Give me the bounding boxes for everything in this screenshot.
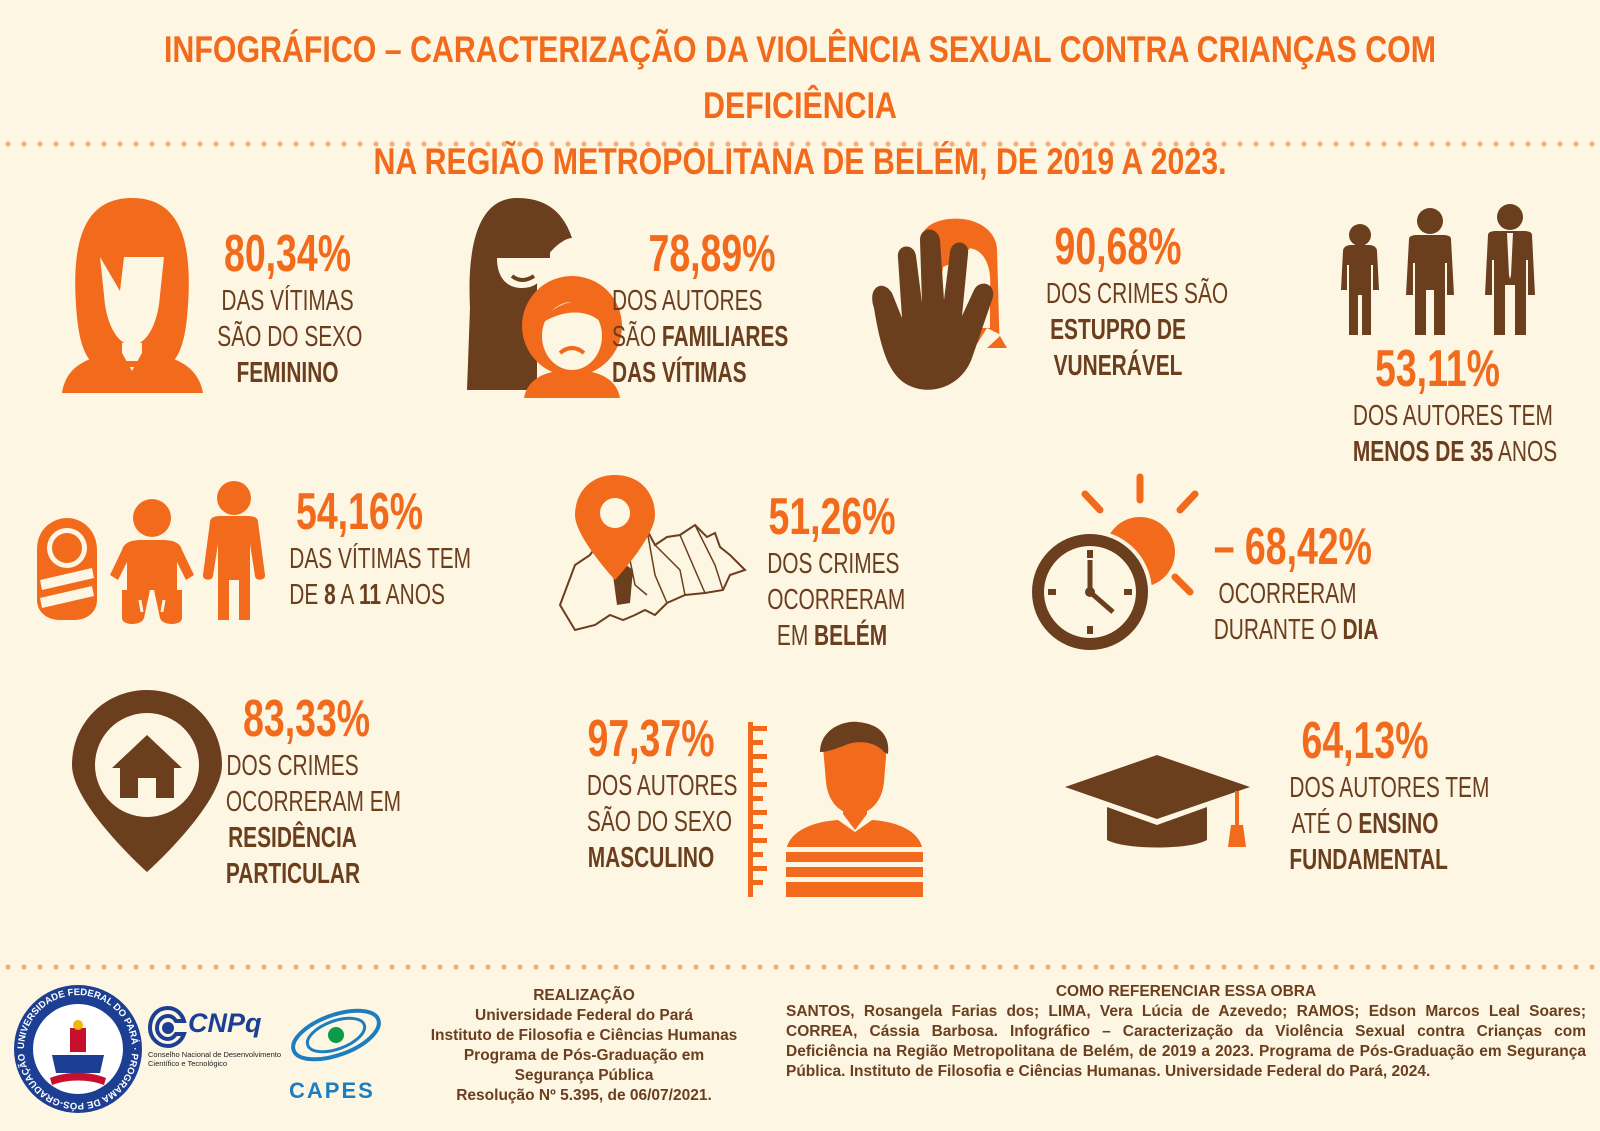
male-icon bbox=[748, 721, 923, 897]
stat-dash: – bbox=[1213, 518, 1235, 576]
stat-card-male: 97,37% DOS AUTORES SÃO DO SEXO MASCULINO bbox=[562, 710, 740, 876]
capes-wordmark: CAPES bbox=[289, 1078, 375, 1103]
stat-text-bold: FEMININO bbox=[236, 357, 339, 389]
graduation-cap-icon bbox=[1065, 755, 1250, 848]
stat-text: DOS AUTORES bbox=[612, 285, 763, 317]
stat-text-bold: BELÉM bbox=[814, 620, 888, 652]
stat-text: DE bbox=[289, 579, 325, 611]
stat-text-bold: RESIDÊNCIA bbox=[228, 822, 357, 854]
stop-hand-icon bbox=[872, 218, 1007, 390]
stat-text-bold: 11 bbox=[358, 579, 382, 611]
title-line-2: NA REGIÃO METROPOLITANA DE BELÉM, DE 201… bbox=[373, 141, 1227, 182]
stat-text-bold: DAS VÍTIMAS bbox=[612, 357, 747, 389]
realization-block: REALIZAÇÃO Universidade Federal do Pará … bbox=[392, 986, 776, 1106]
stat-percent: 64,13% bbox=[1301, 712, 1429, 770]
stat-card-family: 78,89% DOS AUTORES SÃO FAMILIARES DAS VÍ… bbox=[612, 225, 812, 391]
reference-heading: COMO REFERENCIAR ESSA OBRA bbox=[1055, 983, 1317, 1000]
ufpa-seal-logo: UNIVERSIDADE FEDERAL DO PARÁ · PROGRAMA … bbox=[8, 974, 142, 1113]
reference-text: SANTOS, Rosangela Farias dos; LIMA, Vera… bbox=[786, 1003, 1586, 1080]
stat-text: EM bbox=[776, 620, 815, 652]
stat-percent: 54,16% bbox=[296, 483, 423, 541]
stat-card-author-age: 53,11% DOS AUTORES TEM MENOS DE 35 ANOS bbox=[1320, 340, 1558, 470]
stat-text-bold: 8 bbox=[324, 579, 336, 611]
stat-card-location: 51,26% DOS CRIMES OCORRERAM EM BELÉM bbox=[742, 488, 922, 654]
top-dotted-divider bbox=[0, 141, 1600, 147]
stat-card-crime-type: 90,68% DOS CRIMES SÃO ESTUPRO DE VUNERÁV… bbox=[1018, 218, 1229, 384]
stat-text-bold: MENOS DE 35 bbox=[1352, 436, 1494, 468]
realization-line: Resolução Nº 5.395, de 06/07/2021. bbox=[456, 1087, 712, 1104]
stat-text: ANOS bbox=[1493, 436, 1558, 468]
stat-text-bold: MASCULINO bbox=[587, 842, 715, 874]
stat-text: DOS AUTORES TEM bbox=[1352, 400, 1553, 432]
stat-percent: 90,68% bbox=[1054, 218, 1182, 276]
stat-card-time: – 68,42% OCORRERAM DURANTE O DIA bbox=[1185, 518, 1390, 648]
stat-text: DAS VÍTIMAS bbox=[221, 285, 354, 317]
realization-line: Universidade Federal do Pará bbox=[475, 1007, 693, 1024]
stat-text: DOS AUTORES TEM bbox=[1289, 772, 1490, 804]
stat-text-bold: VUNERÁVEL bbox=[1053, 350, 1183, 382]
title-line-1: INFOGRÁFICO – CARACTERIZAÇÃO DA VIOLÊNCI… bbox=[163, 29, 1437, 126]
page-title: INFOGRÁFICO – CARACTERIZAÇÃO DA VIOLÊNCI… bbox=[144, 22, 1456, 190]
stat-text: DOS AUTORES bbox=[586, 770, 738, 802]
stat-text: DURANTE O bbox=[1213, 614, 1343, 646]
stat-text: SÃO DO SEXO bbox=[217, 321, 363, 353]
house-pin-icon bbox=[72, 690, 222, 872]
stat-percent: 80,34% bbox=[224, 225, 351, 283]
stat-percent: 97,37% bbox=[587, 710, 715, 768]
stat-text-bold: FAMILIARES bbox=[661, 321, 789, 353]
reference-block: COMO REFERENCIAR ESSA OBRA SANTOS, Rosan… bbox=[786, 982, 1586, 1082]
realization-heading: REALIZAÇÃO bbox=[533, 987, 635, 1004]
stat-card-victim-age: 54,16% DAS VÍTIMAS TEM DE 8 A 11 ANOS bbox=[262, 483, 472, 613]
stat-text: A bbox=[335, 579, 359, 611]
cnpq-subtitle-line: Conselho Nacional de Desenvolvimento bbox=[148, 1050, 281, 1059]
female-icon bbox=[62, 198, 203, 393]
stat-text-bold: FUNDAMENTAL bbox=[1289, 844, 1448, 876]
map-pin-icon bbox=[558, 475, 747, 632]
bottom-dotted-divider bbox=[0, 964, 1600, 970]
stat-text: OCORRERAM bbox=[1218, 578, 1357, 610]
stat-card-residence: 83,33% DOS CRIMES OCORRERAM EM RESIDÊNCI… bbox=[200, 690, 402, 892]
stat-text: DOS CRIMES bbox=[767, 548, 900, 580]
stat-text: SÃO bbox=[612, 321, 662, 353]
stat-text-bold: PARTICULAR bbox=[225, 858, 361, 890]
stat-text: SÃO DO SEXO bbox=[586, 806, 732, 838]
cnpq-logo bbox=[147, 1005, 187, 1049]
stat-text: DOS CRIMES SÃO bbox=[1046, 278, 1229, 310]
child-ages-icon bbox=[37, 481, 266, 624]
stat-text: DOS CRIMES bbox=[226, 750, 359, 782]
stat-percent: – 68,42% bbox=[1213, 518, 1372, 576]
sun-clock-icon bbox=[1028, 473, 1199, 654]
three-men-icon bbox=[1341, 204, 1535, 335]
stat-percent: 51,26% bbox=[768, 488, 896, 546]
cnpq-subtitle: Conselho Nacional de Desenvolvimento Cie… bbox=[148, 1050, 281, 1068]
stat-percent-value: 68,42% bbox=[1244, 518, 1372, 576]
stat-card-female: 80,34% DAS VÍTIMAS SÃO DO SEXO FEMININO bbox=[190, 225, 385, 391]
realization-line: Instituto de Filosofia e Ciências Humana… bbox=[430, 1027, 738, 1044]
cnpq-subtitle-line: Científico e Tecnológico bbox=[148, 1059, 228, 1068]
stat-text: DAS VÍTIMAS TEM bbox=[289, 543, 472, 575]
stat-text: OCORRERAM bbox=[767, 584, 906, 616]
realization-line: Programa de Pós-Graduação em bbox=[463, 1047, 705, 1064]
capes-logo-mark bbox=[291, 1008, 381, 1062]
realization-line: Segurança Pública bbox=[514, 1067, 654, 1084]
hooded-figure-child-icon bbox=[467, 198, 622, 398]
stat-text-bold: ESTUPRO DE bbox=[1050, 314, 1186, 346]
stat-text: ATÉ O bbox=[1291, 808, 1359, 840]
stat-percent: 83,33% bbox=[243, 690, 371, 748]
cnpq-wordmark: CNPq bbox=[188, 1008, 262, 1038]
stat-card-education: 64,13% DOS AUTORES TEM ATÉ O ENSINO FUND… bbox=[1260, 712, 1490, 878]
stat-text-bold: ENSINO bbox=[1358, 808, 1439, 840]
stat-percent: 53,11% bbox=[1375, 340, 1500, 398]
stat-text: OCORRERAM EM bbox=[225, 786, 402, 818]
stat-percent: 78,89% bbox=[648, 225, 776, 283]
stat-text: ANOS bbox=[381, 579, 445, 611]
stat-text-bold: DIA bbox=[1342, 614, 1379, 646]
